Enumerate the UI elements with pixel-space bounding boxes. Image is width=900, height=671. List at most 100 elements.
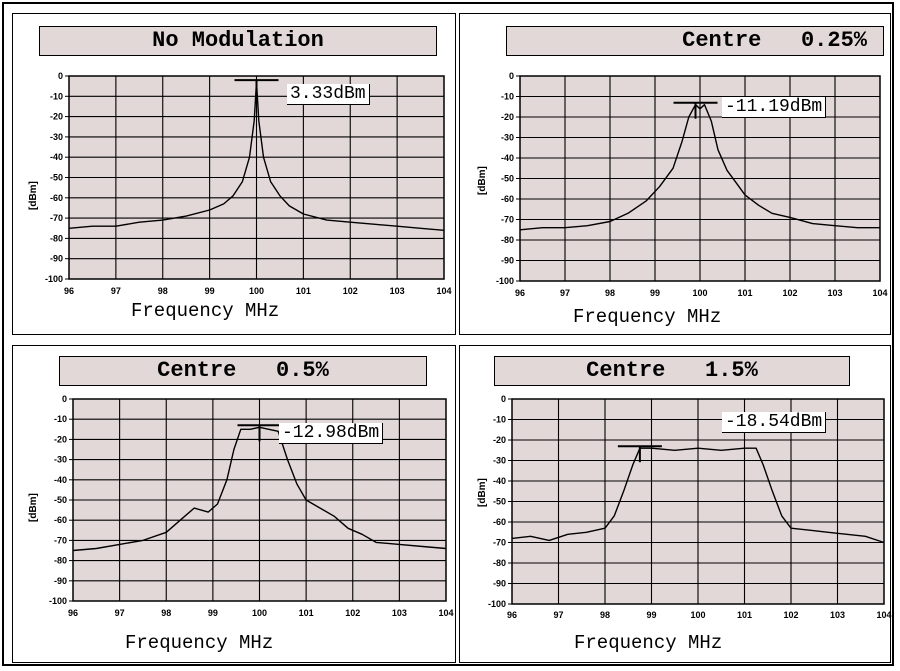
y-tick-label: -100 — [496, 276, 514, 286]
y-tick-label: -70 — [493, 538, 506, 548]
x-tick-label: 98 — [158, 286, 168, 296]
y-tick-label: -40 — [501, 153, 514, 163]
y-tick-label: -80 — [501, 235, 514, 245]
y-tick-label: -90 — [50, 254, 63, 264]
y-tick-label: -50 — [493, 497, 506, 507]
spectrum-plot: 96 97 98 99 100 101 102 103 104 0 -10 -20 -30 -40 -50 -… — [49, 394, 454, 618]
chart-title: Centre 0.5% — [59, 356, 427, 386]
y-tick-label: -50 — [50, 173, 63, 183]
y-tick-label: -30 — [493, 456, 506, 466]
y-tick-label: -20 — [50, 112, 63, 122]
x-tick-label: 96 — [515, 288, 525, 298]
y-tick-label: -70 — [54, 535, 67, 545]
y-tick-label: 0 — [501, 394, 506, 404]
y-tick-label: -100 — [49, 596, 67, 606]
y-tick-label: -20 — [501, 112, 514, 122]
x-tick-label: 100 — [249, 286, 264, 296]
x-tick-label: 100 — [252, 608, 267, 618]
x-tick-label: 99 — [650, 288, 660, 298]
x-tick-label: 104 — [438, 608, 453, 618]
chart-title: Centre 0.25% — [506, 26, 884, 56]
x-tick-label: 99 — [646, 610, 656, 620]
y-tick-label: -100 — [45, 274, 63, 284]
y-tick-label: -90 — [493, 579, 506, 589]
peak-annotation: -18.54dBm — [722, 412, 827, 433]
spectrum-trace — [519, 103, 880, 231]
y-tick-label: -50 — [501, 174, 514, 184]
y-tick-label: -70 — [501, 215, 514, 225]
x-tick-label: 102 — [345, 608, 360, 618]
y-tick-label: -60 — [54, 515, 67, 525]
x-tick-label: 100 — [690, 610, 705, 620]
x-tick-label: 100 — [692, 288, 707, 298]
peak-annotation: -11.19dBm — [722, 97, 827, 118]
x-tick-label: 102 — [783, 610, 798, 620]
y-axis-label: [dBm] — [477, 478, 488, 507]
chart-panel-centre-0-25: 96 97 98 99 100 101 102 103 104 0 -10 -20 -30 -40 -50 -… — [459, 13, 891, 335]
x-tick-label: 103 — [390, 286, 405, 296]
spectrum-plot: 96 97 98 99 100 101 102 103 104 0 -10 -20 -30 -40 -50 -… — [45, 71, 452, 296]
x-tick-label: 99 — [208, 608, 218, 618]
spectrum-plot: 96 97 98 99 100 101 102 103 104 0 -10 -20 -30 -40 -50 -… — [488, 394, 892, 620]
chart-title: No Modulation — [39, 26, 437, 56]
y-tick-label: -80 — [493, 558, 506, 568]
y-tick-label: -80 — [50, 233, 63, 243]
x-axis-label: Frequency MHz — [131, 300, 280, 322]
x-axis-label: Frequency MHz — [125, 632, 274, 654]
y-tick-label: -50 — [54, 495, 67, 505]
y-tick-label: -90 — [501, 256, 514, 266]
x-tick-label: 104 — [876, 610, 891, 620]
y-tick-label: -30 — [50, 132, 63, 142]
y-tick-label: -20 — [493, 435, 506, 445]
y-tick-label: -10 — [501, 92, 514, 102]
y-axis-label: [dBm] — [28, 181, 39, 210]
x-tick-label: 101 — [737, 288, 752, 298]
y-tick-label: -10 — [50, 91, 63, 101]
chart-panel-centre-0-5: 96 97 98 99 100 101 102 103 104 0 -10 -20 -30 -40 -50 -… — [12, 345, 456, 663]
x-tick-label: 97 — [553, 610, 563, 620]
y-tick-label: -100 — [488, 599, 506, 609]
x-tick-label: 98 — [161, 608, 171, 618]
x-tick-label: 96 — [68, 608, 78, 618]
x-tick-label: 101 — [299, 608, 314, 618]
x-tick-label: 103 — [392, 608, 407, 618]
y-tick-label: 0 — [62, 394, 67, 404]
x-tick-label: 98 — [605, 288, 615, 298]
y-tick-label: -60 — [50, 193, 63, 203]
y-tick-label: -80 — [54, 556, 67, 566]
y-tick-label: -90 — [54, 576, 67, 586]
y-tick-label: -40 — [50, 152, 63, 162]
x-tick-label: 97 — [111, 286, 121, 296]
x-tick-label: 102 — [782, 288, 797, 298]
x-tick-label: 96 — [507, 610, 517, 620]
y-tick-label: -40 — [54, 475, 67, 485]
x-tick-label: 102 — [343, 286, 358, 296]
y-tick-label: 0 — [509, 71, 514, 81]
peak-annotation: 3.33dBm — [287, 84, 370, 105]
y-tick-label: -10 — [54, 414, 67, 424]
spectrum-trace — [511, 447, 885, 544]
x-tick-label: 98 — [600, 610, 610, 620]
chart-title: Centre 1.5% — [494, 356, 850, 386]
chart-panel-centre-1-5: 96 97 98 99 100 101 102 103 104 0 -10 -20 -30 -40 -50 -… — [459, 345, 892, 663]
x-tick-label: 103 — [830, 610, 845, 620]
y-tick-label: -70 — [50, 213, 63, 223]
y-tick-label: -60 — [493, 517, 506, 527]
x-tick-label: 104 — [436, 286, 451, 296]
y-tick-label: -30 — [54, 455, 67, 465]
x-tick-label: 96 — [64, 286, 74, 296]
x-tick-label: 104 — [872, 288, 887, 298]
y-axis-label: [dBm] — [28, 493, 39, 522]
x-axis-label: Frequency MHz — [574, 632, 723, 654]
y-tick-label: -20 — [54, 434, 67, 444]
y-tick-label: -10 — [493, 415, 506, 425]
y-tick-label: -60 — [501, 194, 514, 204]
x-tick-label: 101 — [737, 610, 752, 620]
y-tick-label: -40 — [493, 476, 506, 486]
y-axis-label: [dBm] — [477, 166, 488, 195]
x-tick-label: 97 — [115, 608, 125, 618]
x-tick-label: 97 — [560, 288, 570, 298]
y-tick-label: -30 — [501, 133, 514, 143]
x-tick-label: 99 — [205, 286, 215, 296]
